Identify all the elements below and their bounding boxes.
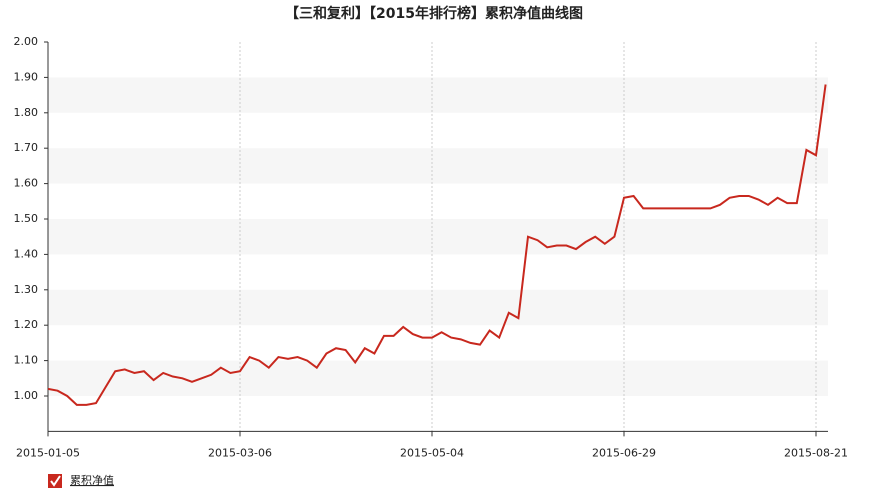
legend-label: 累积净值 bbox=[70, 473, 114, 487]
grid-band bbox=[48, 148, 828, 184]
chart-title: 【三和复利】【2015年排行榜】累积净值曲线图 bbox=[285, 5, 583, 22]
y-tick-label: 1.50 bbox=[14, 212, 39, 225]
y-tick-label: 2.00 bbox=[14, 35, 39, 48]
grid-band bbox=[48, 77, 828, 113]
y-tick-label: 1.00 bbox=[14, 389, 39, 402]
y-tick-label: 1.70 bbox=[14, 141, 39, 154]
y-tick-label: 1.60 bbox=[14, 177, 39, 190]
grid-band bbox=[48, 360, 828, 396]
grid-band bbox=[48, 219, 828, 255]
y-tick-label: 1.30 bbox=[14, 283, 39, 296]
x-tick-label: 2015-03-06 bbox=[208, 446, 272, 459]
y-tick-label: 1.10 bbox=[14, 354, 39, 367]
grid-band bbox=[48, 289, 828, 326]
y-tick-label: 1.40 bbox=[14, 247, 39, 260]
x-tick-label: 2015-05-04 bbox=[400, 446, 464, 459]
y-tick-label: 1.80 bbox=[14, 106, 39, 119]
y-tick-label: 1.90 bbox=[14, 70, 39, 83]
y-tick-label: 1.20 bbox=[14, 318, 39, 331]
x-tick-label: 2015-01-05 bbox=[16, 446, 80, 459]
x-tick-label: 2015-08-21 bbox=[784, 446, 848, 459]
x-tick-label: 2015-06-29 bbox=[592, 446, 656, 459]
series-line bbox=[47, 84, 827, 406]
legend-check bbox=[50, 475, 61, 487]
